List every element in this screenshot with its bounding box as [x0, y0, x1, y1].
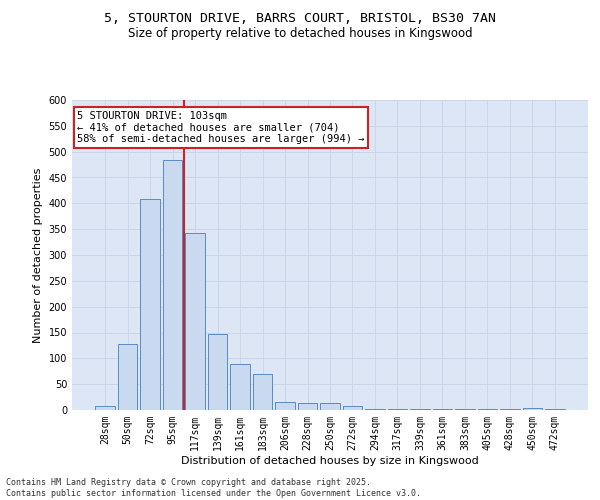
- Bar: [343, 406, 362, 410]
- Bar: [500, 409, 520, 410]
- Bar: [253, 374, 272, 410]
- Bar: [365, 409, 385, 410]
- Bar: [433, 409, 452, 410]
- Bar: [140, 199, 160, 410]
- Bar: [95, 406, 115, 410]
- Bar: [275, 402, 295, 410]
- Text: 5, STOURTON DRIVE, BARRS COURT, BRISTOL, BS30 7AN: 5, STOURTON DRIVE, BARRS COURT, BRISTOL,…: [104, 12, 496, 26]
- Bar: [320, 404, 340, 410]
- Bar: [118, 344, 137, 410]
- Bar: [208, 334, 227, 410]
- Bar: [478, 409, 497, 410]
- Text: 5 STOURTON DRIVE: 103sqm
← 41% of detached houses are smaller (704)
58% of semi-: 5 STOURTON DRIVE: 103sqm ← 41% of detach…: [77, 111, 365, 144]
- Text: Contains HM Land Registry data © Crown copyright and database right 2025.
Contai: Contains HM Land Registry data © Crown c…: [6, 478, 421, 498]
- Bar: [163, 160, 182, 410]
- Bar: [410, 409, 430, 410]
- Bar: [388, 409, 407, 410]
- Bar: [523, 408, 542, 410]
- X-axis label: Distribution of detached houses by size in Kingswood: Distribution of detached houses by size …: [181, 456, 479, 466]
- Y-axis label: Number of detached properties: Number of detached properties: [33, 168, 43, 342]
- Text: Size of property relative to detached houses in Kingswood: Size of property relative to detached ho…: [128, 28, 472, 40]
- Bar: [230, 364, 250, 410]
- Bar: [545, 409, 565, 410]
- Bar: [298, 404, 317, 410]
- Bar: [455, 409, 475, 410]
- Bar: [185, 233, 205, 410]
